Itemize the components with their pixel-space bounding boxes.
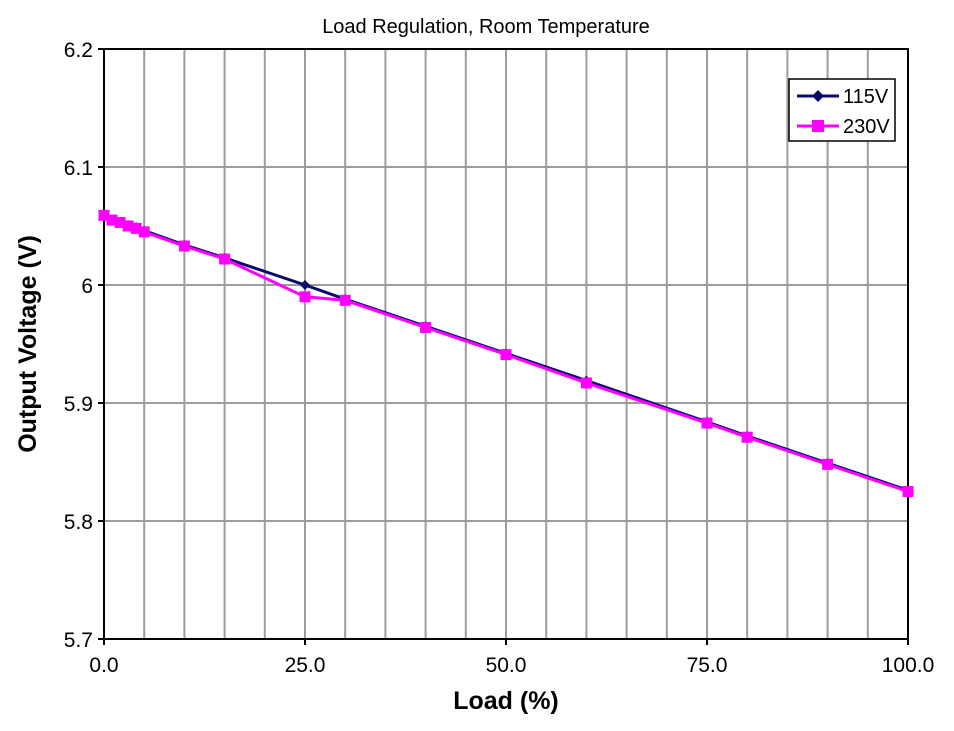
data-point-230v: [122, 220, 134, 232]
data-point-230v: [500, 349, 512, 361]
grid: [104, 49, 908, 639]
data-point-230v: [580, 377, 592, 389]
y-tick-label: 6.2: [64, 39, 93, 62]
x-tick-label: 0.0: [89, 654, 118, 677]
x-tick-label: 75.0: [687, 654, 728, 677]
x-tick-label: 50.0: [486, 654, 527, 677]
data-point-230v: [98, 209, 110, 221]
y-tick-label: 5.9: [64, 393, 93, 416]
legend-115v-marker: [812, 90, 824, 102]
legend-115v-label: 115V: [843, 86, 889, 108]
data-point-230v: [130, 222, 142, 234]
series-group: [98, 209, 914, 497]
data-point-230v: [219, 253, 231, 265]
chart-title: Load Regulation, Room Temperature: [322, 16, 650, 38]
legend-230v-marker: [812, 120, 824, 132]
data-point-230v: [299, 291, 311, 303]
data-point-230v: [741, 431, 753, 443]
data-point-230v: [902, 486, 914, 497]
data-point-230v: [822, 458, 834, 470]
y-axis-label: Output Voltage (V): [14, 235, 42, 453]
legend-230v-label: 230V: [843, 116, 890, 138]
axis-ticks: 5.7 5.8 5.9 6 6.1 6.2 0.0 25.0 50.0 75.0 100.0: [64, 39, 934, 677]
data-point-230v: [138, 226, 150, 238]
legend: 115V 230V: [788, 78, 896, 142]
data-point-230v: [339, 294, 351, 306]
data-point-230v: [701, 417, 713, 429]
series-230v: [98, 209, 914, 497]
y-tick-label: 6: [81, 275, 93, 298]
data-point-230v: [114, 216, 126, 228]
y-tick-label: 5.7: [64, 629, 93, 652]
data-point-230v: [178, 240, 190, 252]
y-tick-label: 5.8: [64, 511, 93, 534]
y-tick-label: 6.1: [64, 157, 93, 180]
data-point-115v: [300, 280, 310, 290]
x-axis-label: Load (%): [453, 687, 559, 715]
data-point-230v: [420, 321, 432, 333]
x-tick-label: 25.0: [285, 654, 326, 677]
data-point-230v: [106, 214, 118, 226]
x-tick-label: 100.0: [882, 654, 935, 677]
legend-box: [788, 78, 896, 142]
